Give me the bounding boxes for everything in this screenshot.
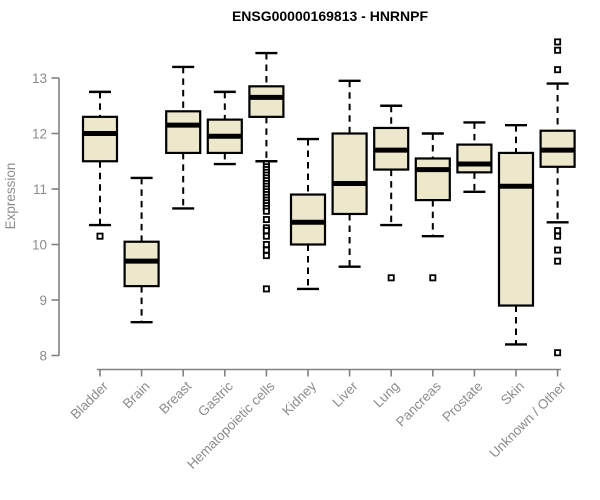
boxes-layer [81,38,576,357]
outlier-point [554,46,562,54]
x-tick-label: Skin [498,379,527,408]
outlier-point [554,66,562,74]
boxplot-bladder [81,90,119,240]
x-tick-label: Kidney [279,378,319,418]
iqr-box [497,151,535,307]
boxplot-breast [165,65,202,210]
iqr-box [331,132,368,216]
boxplot-hematopoietic-cells [248,51,285,293]
outlier-point [554,232,562,240]
iqr-box [289,193,327,246]
outlier-point [554,227,562,235]
boxplot-unknown-other [539,38,576,357]
x-tick-label: Prostate [439,379,485,425]
boxplot-liver [331,79,368,268]
iqr-box [456,143,493,174]
x-tick-label: Gastric [195,378,236,419]
outlier-point [96,232,104,240]
outlier-point [262,246,270,254]
boxplot-kidney [289,137,327,291]
x-tick-label: Brain [120,379,153,412]
boxplot-pancreas [414,132,451,282]
boxplot-lung [373,104,410,282]
outlier-point [554,38,562,46]
x-tick-label: Breast [156,378,194,416]
x-tick-label: Liver [329,378,361,410]
chart-title: ENSG00000169813 - HNRNPF [232,8,429,24]
y-tick-label: 8 [39,348,47,363]
outlier-point [262,207,270,215]
boxplot-brain [123,176,160,324]
outlier-point [262,252,270,260]
y-tick-label: 12 [32,126,47,141]
y-axis-label: Expression [3,163,18,230]
x-tick-label: Unknown / Other [486,378,569,461]
y-tick-label: 10 [32,237,47,252]
y-tick-label: 13 [32,71,47,86]
y-tick-label: 11 [33,182,47,197]
iqr-box [414,157,451,202]
outlier-point [387,274,395,282]
outlier-point [429,274,437,282]
boxplot-gastric [206,90,243,166]
iqr-box [248,85,285,118]
outlier-point [554,246,562,254]
outlier-point [262,216,270,224]
iqr-box [165,110,202,155]
iqr-box [123,240,160,288]
y-tick-label: 9 [39,293,47,308]
boxplot-prostate [456,121,493,193]
outlier-point [262,227,270,235]
outlier-point [554,349,562,357]
outlier-point [262,285,270,293]
x-tick-label: Pancreas [393,378,444,429]
iqr-box [81,115,119,163]
x-tick-label: Lung [370,379,402,411]
outlier-point [554,257,562,265]
x-tick-label: Bladder [68,378,112,422]
outlier-point [262,240,270,248]
outlier-point [262,232,270,240]
boxplot-skin [497,123,535,346]
